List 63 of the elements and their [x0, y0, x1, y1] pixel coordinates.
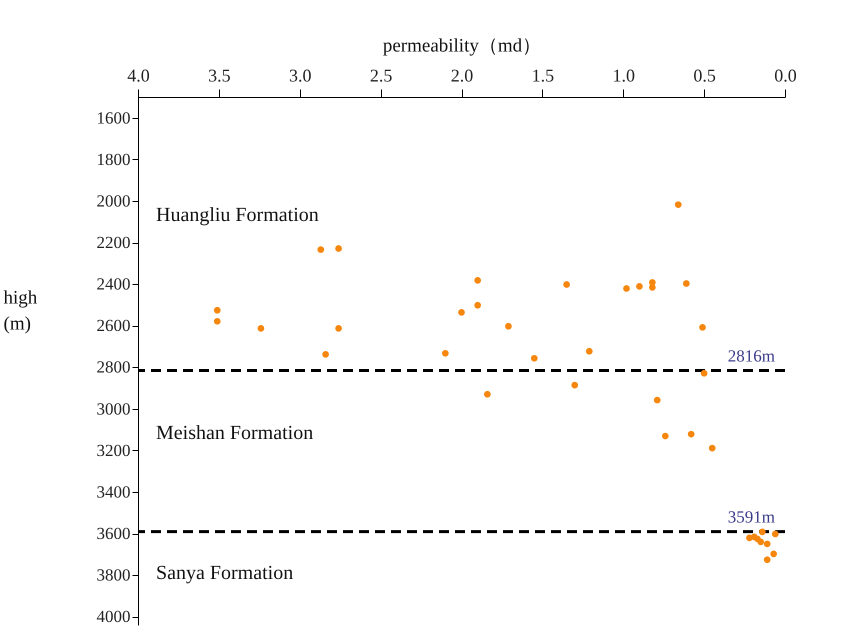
y-tick-label: 2600 — [96, 316, 130, 336]
point — [700, 370, 708, 377]
point — [458, 309, 465, 316]
point — [214, 318, 221, 325]
y-tick-label: 3600 — [96, 524, 130, 544]
point — [649, 284, 656, 291]
point — [759, 528, 766, 536]
y-tick-label: 2800 — [96, 358, 130, 377]
y-tick-label: 3000 — [96, 399, 130, 418]
point — [662, 432, 669, 440]
point — [764, 540, 771, 548]
annotation: Sanya Formation — [156, 562, 294, 584]
y-tick-label: 2000 — [96, 191, 130, 210]
point — [757, 538, 764, 546]
ref-line-label: 2816m — [728, 346, 775, 366]
point — [682, 280, 690, 287]
point — [442, 350, 449, 357]
point — [214, 306, 221, 314]
y-tick-label: 4000 — [96, 607, 130, 626]
point — [474, 302, 482, 309]
point — [484, 390, 491, 398]
x-tick-label: 4.0 — [127, 66, 150, 86]
y-tick-label: 1600 — [96, 108, 130, 128]
point — [708, 444, 716, 452]
y-tick-label: 3800 — [96, 566, 130, 585]
point — [530, 354, 538, 362]
x-tick-label: 2.0 — [450, 66, 474, 86]
x-tick-label: 1.0 — [612, 66, 635, 86]
point — [474, 276, 482, 284]
x-tick-label: 3.0 — [289, 66, 312, 86]
x-tick-label: 2.5 — [370, 66, 392, 86]
point — [636, 283, 643, 290]
y-tick-label: 1800 — [96, 150, 130, 169]
point — [505, 322, 512, 330]
y-tick-label: 3200 — [96, 440, 130, 460]
point — [571, 382, 578, 388]
point — [623, 285, 630, 292]
x-tick-label: 3.5 — [208, 66, 231, 86]
point — [674, 201, 682, 208]
point — [764, 556, 771, 564]
point — [335, 245, 342, 252]
point — [322, 351, 329, 358]
point — [258, 325, 264, 332]
annotation: Meishan Formation — [156, 422, 314, 444]
point — [335, 325, 342, 332]
point — [699, 324, 706, 331]
ref-line-label: 3591m — [728, 508, 775, 527]
x-tick-label: 1.5 — [532, 66, 554, 86]
x-tick-label: 0.0 — [774, 66, 797, 86]
annotation: Huangliu Formation — [156, 204, 319, 226]
y-tick-label: 2400 — [96, 274, 130, 294]
y-tick-label: 3400 — [96, 482, 130, 502]
point — [688, 430, 695, 438]
point — [772, 530, 779, 538]
point — [563, 281, 570, 288]
point — [317, 246, 324, 253]
y-axis-title: high (m) — [4, 288, 38, 334]
point — [770, 550, 778, 558]
point — [654, 396, 661, 404]
y-tick-label: 2200 — [96, 233, 130, 252]
point — [586, 348, 593, 355]
x-tick-label: 0.5 — [693, 66, 716, 86]
x-axis-title: permeability（md） — [382, 36, 542, 56]
